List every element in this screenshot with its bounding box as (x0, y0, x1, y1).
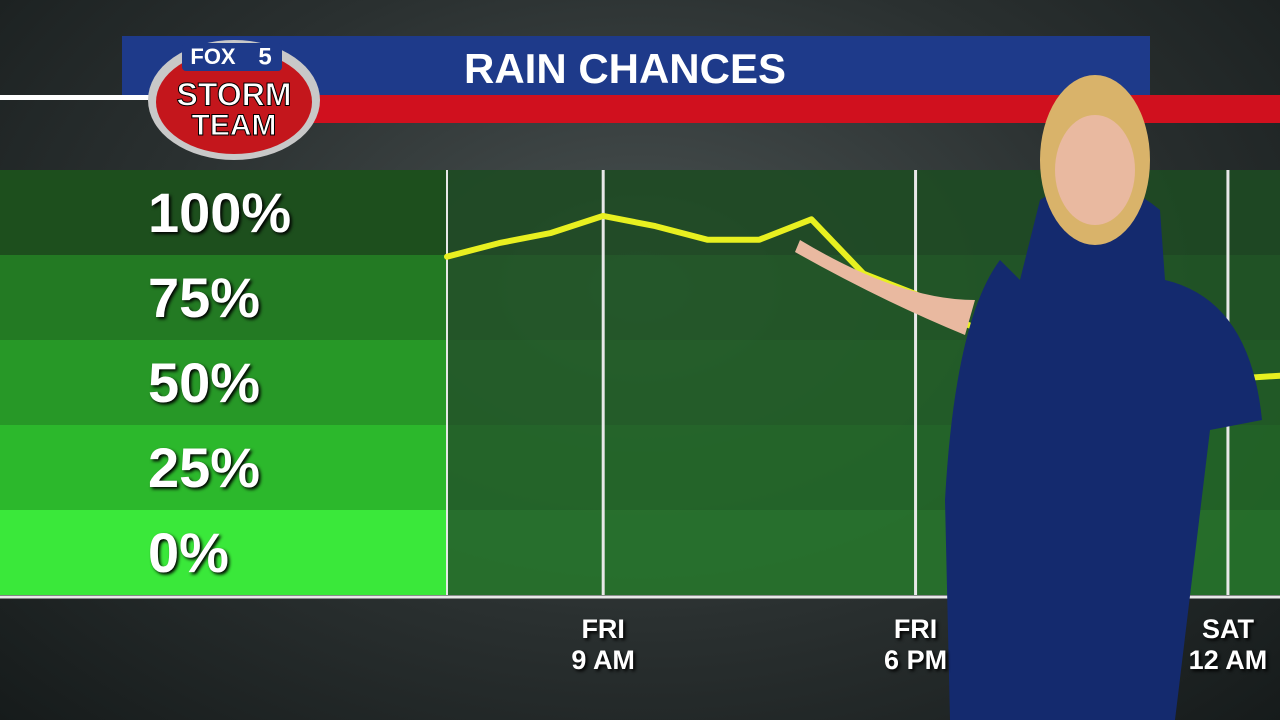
y-tick-label: 0% (148, 520, 229, 584)
y-band (0, 170, 447, 255)
y-band (0, 255, 447, 340)
chart-title: RAIN CHANCES (464, 45, 786, 92)
y-band (0, 340, 447, 425)
logo-text: STORM (177, 76, 292, 112)
x-tick-label: FRI 6 PM (884, 614, 948, 675)
logo-text: TEAM (192, 109, 277, 142)
y-band (0, 425, 447, 510)
y-tick-label: 100% (148, 180, 292, 244)
y-tick-label: 25% (148, 435, 261, 499)
accent-line (0, 95, 160, 100)
y-band (0, 510, 447, 595)
logo: FOX 5 STORM TEAM (148, 40, 320, 160)
x-tick-label: SAT 12 AM (1188, 614, 1268, 675)
y-tick-label: 50% (148, 350, 261, 414)
logo-text: FOX (190, 44, 236, 69)
y-tick-label: 75% (148, 265, 261, 329)
x-tick-label: FRI 9 AM (571, 614, 635, 675)
presenter (795, 75, 1262, 720)
logo-number: 5 (258, 43, 271, 70)
